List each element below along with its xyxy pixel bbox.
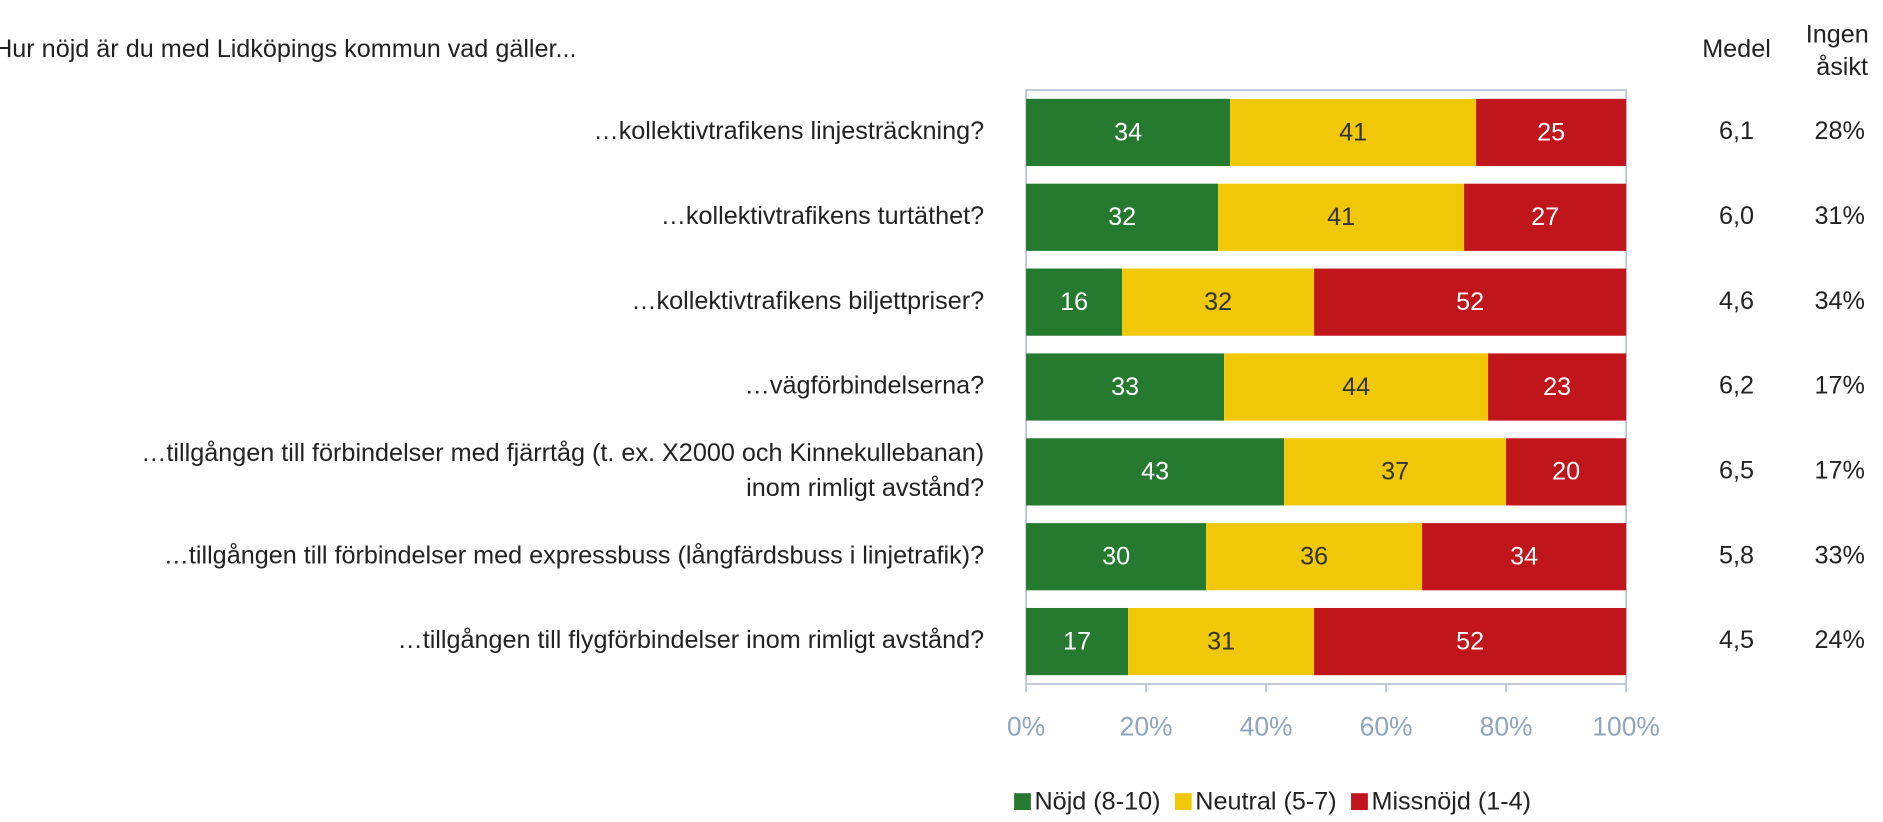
legend-swatch	[1351, 793, 1368, 810]
legend-swatch	[1174, 793, 1192, 810]
bar-segment	[1026, 438, 1285, 506]
x-tick-label: 20%	[1120, 711, 1173, 741]
bar-segment	[1128, 607, 1315, 676]
data-label: 27	[1531, 203, 1559, 231]
bar-segment	[1422, 523, 1627, 591]
x-tick-label: 80%	[1480, 711, 1533, 741]
data-label: 20	[1552, 458, 1580, 486]
mean-header: Medel	[1702, 35, 1771, 63]
bar-segment	[1026, 607, 1129, 676]
x-tick-label: 0%	[1007, 711, 1045, 741]
data-label: 34	[1114, 118, 1142, 146]
bar-segment	[1230, 98, 1477, 167]
mean-value: 4,5	[1719, 626, 1754, 654]
bar-segment	[1284, 438, 1507, 506]
legend-label: Nöjd (8-10)	[1035, 787, 1161, 815]
category-label: …kollektivtrafikens turtäthet?	[661, 202, 984, 230]
category-label: …vägförbindelserna?	[745, 372, 984, 400]
legend-label: Missnöjd (1-4)	[1371, 787, 1531, 815]
mean-value: 6,1	[1719, 117, 1754, 145]
data-label: 41	[1339, 118, 1367, 146]
mean-value: 6,5	[1719, 457, 1754, 485]
bar-segment	[1314, 268, 1627, 336]
bar-segment	[1026, 523, 1207, 591]
chart-title: Hur nöjd är du med Lidköpings kommun vad…	[0, 35, 577, 63]
data-label: 41	[1327, 203, 1355, 231]
data-label: 43	[1141, 458, 1169, 486]
category-label: …tillgången till förbindelser med fjärrt…	[141, 439, 984, 467]
x-tick-label: 60%	[1360, 711, 1413, 741]
data-label: 31	[1207, 627, 1235, 655]
no-opinion-value: 31%	[1814, 202, 1864, 230]
data-label: 36	[1300, 543, 1328, 571]
data-label: 30	[1102, 543, 1130, 571]
no-opinion-value: 17%	[1814, 372, 1864, 400]
no-opinion-value: 28%	[1814, 117, 1864, 145]
bar-segment	[1206, 523, 1423, 591]
bar-segment	[1488, 353, 1627, 421]
legend-swatch	[1014, 793, 1031, 810]
data-label: 52	[1456, 627, 1484, 655]
bar-segment	[1218, 183, 1465, 251]
category-label: …tillgången till flygförbindelser inom r…	[398, 626, 985, 654]
data-label: 25	[1537, 118, 1565, 146]
data-label: 52	[1456, 288, 1484, 316]
no-opinion-value: 24%	[1814, 626, 1864, 654]
no-opinion-value: 33%	[1814, 541, 1864, 569]
no-opinion-header: åsikt	[1816, 53, 1868, 81]
no-opinion-value: 17%	[1814, 457, 1864, 485]
data-label: 32	[1108, 203, 1136, 231]
mean-value: 4,6	[1719, 287, 1754, 315]
mean-value: 6,0	[1719, 202, 1754, 230]
legend-label: Neutral (5-7)	[1195, 787, 1336, 815]
no-opinion-header: Ingen	[1806, 21, 1869, 49]
data-label: 44	[1342, 373, 1370, 401]
bar-segment	[1506, 438, 1627, 506]
data-label: 33	[1111, 373, 1139, 401]
category-label: inom rimligt avstånd?	[746, 474, 984, 502]
bar-segment	[1026, 353, 1225, 421]
bar-segment	[1122, 268, 1315, 336]
category-label: …kollektivtrafikens linjesträckning?	[594, 117, 985, 145]
bar-segment	[1464, 183, 1627, 251]
bar-segment	[1026, 268, 1123, 336]
data-label: 23	[1543, 373, 1571, 401]
no-opinion-value: 34%	[1814, 287, 1864, 315]
bar-segment	[1026, 98, 1231, 167]
mean-value: 5,8	[1719, 541, 1754, 569]
x-tick-label: 100%	[1592, 711, 1660, 741]
bar-segment	[1224, 353, 1489, 421]
category-label: …kollektivtrafikens biljettpriser?	[631, 287, 984, 315]
data-label: 37	[1381, 458, 1409, 486]
mean-value: 6,2	[1719, 372, 1754, 400]
data-label: 17	[1063, 627, 1091, 655]
data-label: 32	[1204, 288, 1232, 316]
category-label: …tillgången till förbindelser med expres…	[164, 541, 984, 569]
bar-segment	[1314, 607, 1627, 676]
bar-segment	[1026, 183, 1219, 251]
data-label: 34	[1510, 543, 1538, 571]
x-tick-label: 40%	[1240, 711, 1293, 741]
data-label: 16	[1060, 288, 1088, 316]
bar-segment	[1476, 98, 1627, 167]
